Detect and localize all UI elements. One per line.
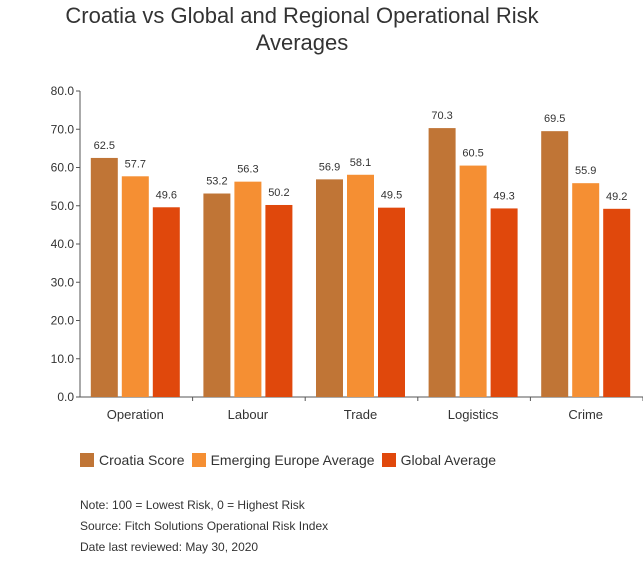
data-label: 53.2: [206, 176, 227, 188]
y-tick-label: 0.0: [57, 390, 74, 404]
data-label: 60.5: [462, 148, 483, 160]
legend-swatch-croatia-score: [80, 453, 94, 467]
bar: [90, 157, 118, 397]
data-label: 70.3: [431, 110, 452, 122]
bar: [265, 204, 293, 397]
bar: [490, 208, 518, 397]
x-tick-label: Operation: [107, 407, 164, 422]
data-label: 56.9: [319, 161, 340, 173]
chart-title-line-1: Croatia vs Global and Regional Operation…: [65, 3, 539, 28]
data-label: 49.6: [156, 189, 177, 201]
bar: [203, 193, 231, 397]
y-tick-label: 40.0: [51, 237, 75, 251]
bar: [541, 131, 569, 397]
y-tick-label: 70.0: [51, 122, 75, 136]
data-label: 49.5: [381, 190, 402, 202]
chart-title: Croatia vs Global and Regional Operation…: [0, 2, 604, 56]
bar-chart: 0.0 10.0 20.0 30.0 40.0 50.0 60.0 70.0 80.0 62.5 5…: [51, 84, 643, 422]
y-tick-label: 10.0: [51, 352, 75, 366]
x-tick-label: Labour: [228, 407, 269, 422]
legend-item-global-average: Global Average: [381, 452, 497, 468]
note-date-reviewed: Date last reviewed: May 30, 2020: [80, 540, 259, 554]
legend-label-croatia-score: Croatia Score: [99, 452, 185, 468]
data-label: 56.3: [237, 164, 258, 176]
data-label: 57.7: [125, 158, 146, 170]
bar: [428, 128, 456, 398]
legend-item-emerging-europe-average: Emerging Europe Average: [191, 452, 375, 468]
chart-notes: Note: 100 = Lowest Risk, 0 = Highest Ris…: [80, 495, 328, 558]
x-tick-label: Trade: [344, 407, 377, 422]
y-tick-label: 80.0: [51, 84, 75, 98]
legend-label-global-average: Global Average: [400, 452, 497, 468]
chart-title-line-2: Averages: [255, 30, 349, 55]
data-label: 69.5: [544, 113, 565, 125]
x-tick-label: Crime: [568, 407, 603, 422]
legend-item-croatia-score: Croatia Score: [80, 452, 185, 468]
bar: [234, 181, 262, 397]
data-label: 50.2: [268, 187, 289, 199]
y-tick-label: 20.0: [51, 314, 75, 328]
note-source: Source: Fitch Solutions Operational Risk…: [80, 519, 329, 533]
legend-label-emerging-europe-average: Emerging Europe Average: [210, 452, 375, 468]
x-tick-label: Logistics: [448, 407, 499, 422]
data-label: 58.1: [350, 157, 371, 169]
y-tick-label: 50.0: [51, 199, 75, 213]
bar: [152, 207, 180, 397]
bar: [347, 174, 374, 397]
bar: [603, 208, 631, 397]
legend-swatch-global-average: [381, 453, 396, 467]
bar: [459, 165, 487, 397]
data-label: 55.9: [575, 165, 596, 177]
legend: Croatia Score Emerging Europe Average Gl…: [80, 450, 503, 470]
bar: [378, 207, 405, 397]
data-label: 62.5: [94, 140, 115, 152]
bar: [121, 176, 149, 397]
data-label: 49.3: [493, 190, 514, 202]
data-label: 49.2: [606, 191, 627, 203]
y-tick-label: 60.0: [51, 161, 75, 175]
bar: [572, 183, 600, 397]
note-scale: Note: 100 = Lowest Risk, 0 = Highest Ris…: [80, 498, 305, 512]
y-tick-label: 30.0: [51, 275, 75, 289]
legend-swatch-emerging-europe-average: [191, 453, 206, 467]
bar: [316, 179, 343, 397]
